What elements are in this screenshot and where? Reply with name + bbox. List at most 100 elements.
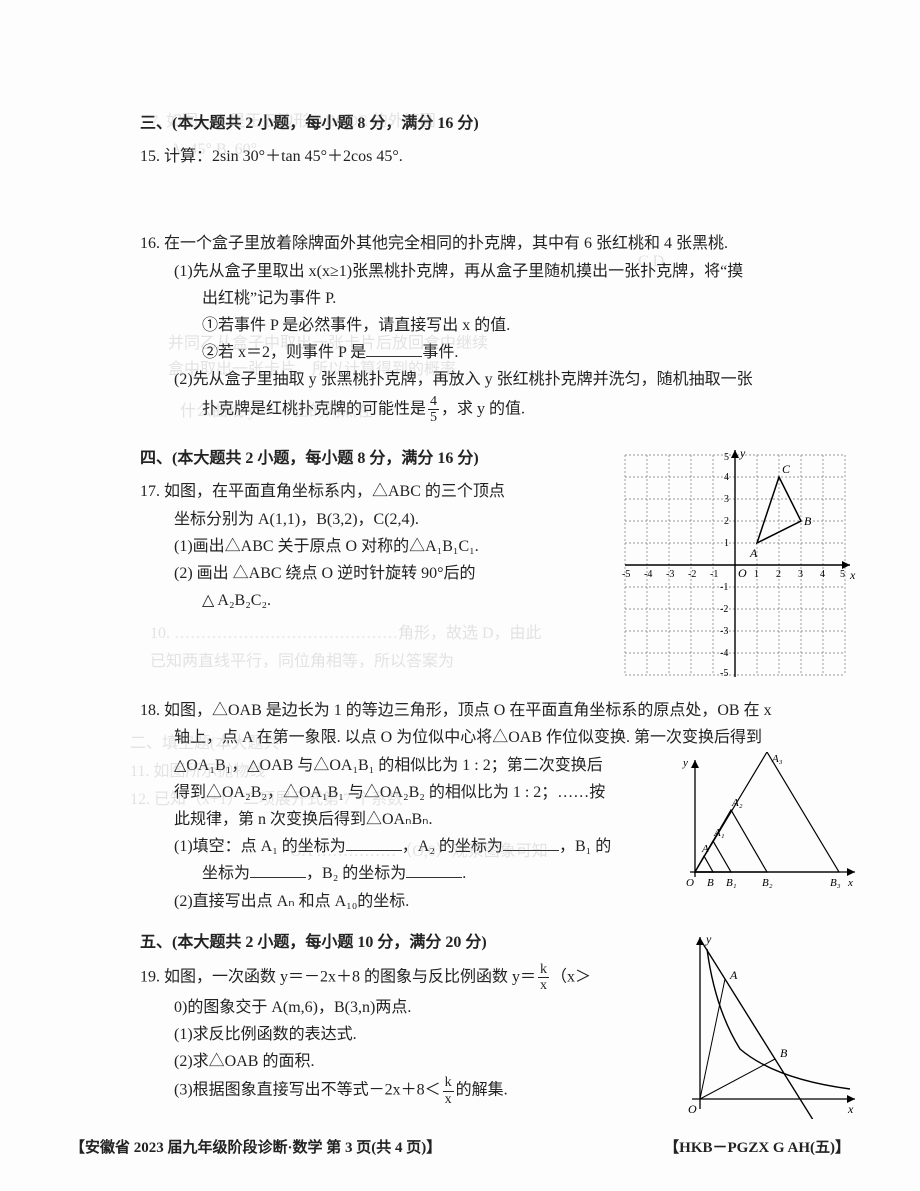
- label-O: O: [738, 566, 747, 580]
- label-y: y: [739, 446, 746, 460]
- svg-text:3: 3: [798, 569, 803, 580]
- exam-page: 7. 如图，O 是正五边形 ABCDE 的外接圆 A. 45° B. 60° C…: [0, 0, 920, 1191]
- svg-text:-1: -1: [710, 569, 718, 580]
- label-C: C: [782, 462, 791, 476]
- q16-l7b: ，求 y 的值.: [441, 400, 525, 417]
- svg-text:-4: -4: [720, 648, 728, 659]
- svg-text:-5: -5: [622, 569, 630, 580]
- fill-blank: [503, 834, 559, 851]
- frac-den: x: [538, 978, 549, 993]
- q19-l3: (1)求反比例函数的表达式.: [140, 1021, 670, 1048]
- q19-l1b: （x＞: [551, 969, 591, 986]
- lbl-x: x: [847, 1102, 854, 1116]
- q19-l4: (2)求△OAB 的面积.: [140, 1048, 670, 1075]
- q16-l1: 16. 在一个盒子里放着除牌面外其他完全相同的扑克牌，其中有 6 张红桃和 4 …: [140, 230, 860, 257]
- svg-text:3: 3: [724, 494, 729, 505]
- lbl-A1: A₁: [713, 827, 725, 839]
- q19-l5: (3)根据图象直接写出不等式－2x＋8＜kx的解集.: [140, 1075, 670, 1107]
- q16-l7: 扑克牌是红桃扑克牌的可能性是45，求 y 的值.: [140, 394, 860, 426]
- q15-line: 15. 计算：2sin 30°＋tan 45°＋2cos 45°.: [140, 143, 860, 170]
- footer-left: 【安徽省 2023 届九年级阶段诊断·数学 第 3 页(共 4 页)】: [70, 1136, 441, 1162]
- label-B: B: [804, 514, 812, 528]
- q18-l7a: 坐标为: [202, 865, 250, 882]
- svg-text:2: 2: [724, 516, 729, 527]
- q18-l4: 得到△OA₂B₂，△OA₁B₁ 与△OA₂B₂ 的相似比为 1 : 2；……按: [140, 779, 670, 806]
- footer-right: 【HKB－PGZX G AH(五)】: [664, 1136, 850, 1162]
- q16-l7a: 扑克牌是红桃扑克牌的可能性是: [202, 400, 426, 417]
- q18-l7: 坐标为 ，B₂ 的坐标为.: [140, 860, 670, 887]
- fill-blank: [366, 340, 422, 357]
- lbl-x: x: [847, 877, 853, 889]
- lbl-A: A: [701, 843, 709, 855]
- frac-num: k: [538, 962, 549, 978]
- q17-l1: 17. 如图，在平面直角坐标系内，△ABC 的三个顶点: [140, 478, 600, 505]
- fraction: kx: [443, 1075, 454, 1107]
- fraction: 45: [428, 394, 439, 426]
- svg-text:-3: -3: [720, 626, 728, 637]
- svg-text:2: 2: [776, 569, 781, 580]
- svg-text:5: 5: [724, 452, 729, 463]
- q16-l5: ②若 x＝2，则事件 P 是 事件.: [140, 339, 860, 366]
- lbl-B1: B₁: [726, 877, 737, 889]
- svg-text:1: 1: [724, 538, 729, 549]
- svg-text:-2: -2: [720, 604, 728, 615]
- q16-l2: (1)先从盒子里取出 x(x≥1)张黑桃扑克牌，再从盒子里随机摸出一张扑克牌，将…: [140, 258, 860, 285]
- question-17: 17. 如图，在平面直角坐标系内，△ABC 的三个顶点 坐标分别为 A(1,1)…: [140, 478, 600, 614]
- q18-l6c: ，B₁ 的: [559, 838, 611, 855]
- lbl-O: O: [688, 1102, 697, 1116]
- label-A: A: [749, 546, 758, 560]
- q18-l7c: .: [462, 865, 466, 882]
- page-footer: 【安徽省 2023 届九年级阶段诊断·数学 第 3 页(共 4 页)】 【HKB…: [70, 1136, 850, 1162]
- q18-l6b: ，A₂ 的坐标为: [402, 838, 503, 855]
- function-graph-icon: O x y A B: [680, 929, 860, 1119]
- q17-l2: 坐标分别为 A(1,1)，B(3,2)，C(2,4).: [140, 506, 600, 533]
- q19-l2: 0)的图象交于 A(m,6)，B(3,n)两点.: [140, 994, 670, 1021]
- question-18: 18. 如图，△OAB 是边长为 1 的等边三角形，顶点 O 在平面直角坐标系的…: [140, 697, 860, 915]
- q16-l6: (2)先从盒子里抽取 y 张黑桃扑克牌，再放入 y 张红桃扑克牌并洗匀，随机抽取…: [140, 366, 860, 393]
- question-19: 19. 如图，一次函数 y＝－2x＋8 的图象与反比例函数 y＝kx（x＞ 0)…: [140, 962, 670, 1107]
- fill-blank: [346, 834, 402, 851]
- section-3-header: 三、(本大题共 2 小题，每小题 8 分，满分 16 分): [140, 110, 860, 137]
- question-16: 16. 在一个盒子里放着除牌面外其他完全相同的扑克牌，其中有 6 张红桃和 4 …: [140, 230, 860, 425]
- frac-den: 5: [428, 410, 439, 425]
- lbl-y: y: [705, 932, 712, 946]
- label-x: x: [849, 568, 856, 582]
- fill-blank: [250, 861, 306, 878]
- q16-l5a: ②若 x＝2，则事件 P 是: [202, 344, 366, 361]
- frac-num: 4: [428, 394, 439, 410]
- q17-l5: △ A₂B₂C₂.: [140, 587, 600, 614]
- q18-l1: 18. 如图，△OAB 是边长为 1 的等边三角形，顶点 O 在平面直角坐标系的…: [140, 697, 860, 724]
- q19-l5b: 的解集.: [456, 1082, 508, 1099]
- svg-text:-4: -4: [644, 569, 652, 580]
- q17-l3: (1)画出△ABC 关于原点 O 对称的△A₁B₁C₁.: [140, 533, 600, 560]
- fraction: kx: [538, 962, 549, 994]
- q18-l2: 轴上，点 A 在第一象限. 以点 O 为位似中心将△OAB 作位似变换. 第一次…: [140, 724, 860, 751]
- lbl-B2: B₂: [762, 877, 773, 889]
- q18-l8: (2)直接写出点 Aₙ 和点 A₁₀的坐标.: [140, 888, 670, 915]
- section-5-header: 五、(本大题共 2 小题，每小题 10 分，满分 20 分): [140, 929, 670, 956]
- lbl-y: y: [682, 757, 688, 769]
- lbl-A3: A₃: [771, 753, 783, 765]
- q16-l3: 出红桃”记为事件 P.: [140, 285, 860, 312]
- svg-text:4: 4: [820, 569, 825, 580]
- frac-den: x: [443, 1092, 454, 1107]
- svg-text:-3: -3: [666, 569, 674, 580]
- lbl-B: B: [707, 877, 714, 889]
- grid-chart-icon: -5-4-3 -2-1 123 45 123 45 -1-2-3 -4-5 A …: [610, 445, 860, 685]
- q18-l5: 此规律，第 n 次变换后得到△OAₙBₙ.: [140, 806, 670, 833]
- q18-l6: (1)填空：点 A₁ 的坐标为，A₂ 的坐标为，B₁ 的: [140, 833, 670, 860]
- q16-l4: ①若事件 P 是必然事件，请直接写出 x 的值.: [140, 312, 860, 339]
- frac-num: k: [443, 1075, 454, 1091]
- svg-text:1: 1: [754, 569, 759, 580]
- svg-text:4: 4: [724, 472, 729, 483]
- q16-l5b: 事件.: [422, 344, 458, 361]
- question-15: 15. 计算：2sin 30°＋tan 45°＋2cos 45°.: [140, 143, 860, 170]
- q18-l3: △OA₁B₁，△OAB 与△OA₁B₁ 的相似比为 1 : 2；第二次变换后: [140, 752, 670, 779]
- lbl-B3: B₃: [830, 877, 841, 889]
- q17-l4: (2) 画出 △ABC 绕点 O 逆时针旋转 90°后的: [140, 560, 600, 587]
- fill-blank: [406, 861, 462, 878]
- q19-l5a: (3)根据图象直接写出不等式－2x＋8＜: [174, 1082, 441, 1099]
- lbl-A2: A₂: [731, 797, 743, 809]
- q19-l1a: 19. 如图，一次函数 y＝－2x＋8 的图象与反比例函数 y＝: [140, 969, 536, 986]
- q18-l7b: ，B₂ 的坐标为: [306, 865, 406, 882]
